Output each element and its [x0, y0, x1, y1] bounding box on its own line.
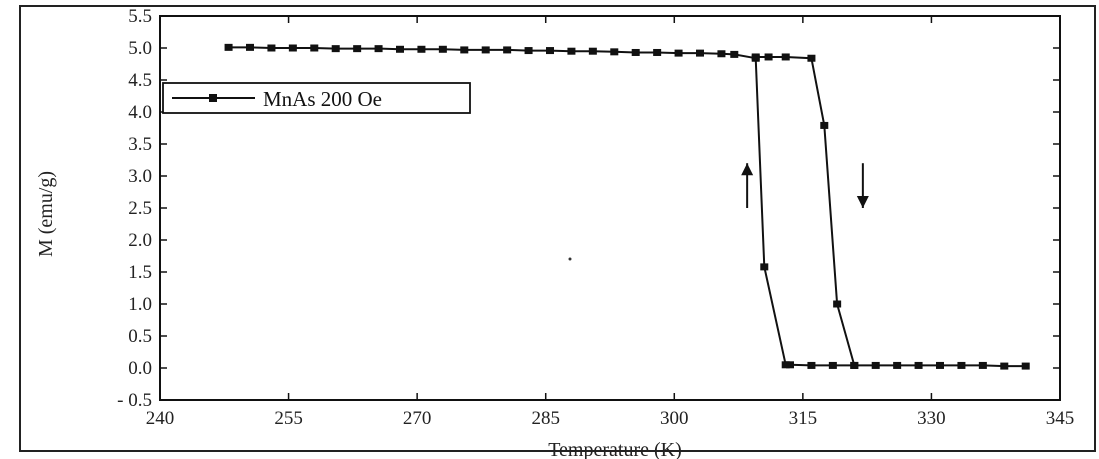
y-tick-label: 5.5: [128, 6, 152, 27]
data-point-cooling: [751, 53, 760, 61]
data-point: [914, 361, 923, 369]
arrow-layer: [741, 163, 869, 208]
y-tick-label: 1.0: [128, 294, 152, 315]
arrow-up-icon: [741, 163, 754, 176]
data-point: [828, 361, 837, 369]
data-point: [786, 361, 794, 369]
data-point-cooling: [820, 121, 829, 129]
y-tick-label: 3.0: [128, 166, 152, 187]
data-point-cooling: [807, 54, 816, 62]
arrow-down-icon: [856, 196, 869, 208]
y-tick-label: 4.5: [128, 70, 152, 91]
y-tick-label: - 0.5: [117, 390, 152, 411]
data-point: [331, 45, 340, 53]
data-point: [567, 47, 576, 55]
data-point-cooling: [781, 53, 790, 61]
data-point: [524, 47, 533, 55]
y-tick-label: 3.5: [128, 134, 152, 155]
data-point: [288, 44, 297, 52]
x-tick-label: 270: [403, 408, 432, 429]
data-point-cooling: [764, 53, 773, 61]
data-point: [871, 361, 880, 369]
x-tick-label: 300: [660, 408, 689, 429]
x-axis-title: Temperature (K): [548, 439, 682, 459]
data-point-cooling: [850, 361, 859, 369]
data-point: [781, 361, 790, 369]
data-point: [936, 361, 944, 369]
x-tick-label: 315: [789, 408, 818, 429]
axis-ticks: 240 255 270 285 300 315 330 345 - 0.5 0.0 0.5 1.0 1.…: [117, 6, 1074, 429]
data-point: [696, 49, 704, 57]
x-tick-label: 255: [274, 408, 303, 429]
data-point: [267, 44, 276, 52]
data-point: [957, 361, 966, 369]
y-axis-title: M (emu/g): [35, 171, 57, 257]
y-tick-label: 0.5: [128, 326, 152, 347]
stray-dot: [568, 257, 572, 261]
data-point: [438, 45, 447, 53]
x-tick-label: 285: [531, 408, 560, 429]
data-point: [546, 47, 554, 55]
data-point: [893, 361, 902, 369]
data-point: [481, 46, 490, 54]
data-point: [1000, 362, 1009, 370]
data-point: [674, 49, 683, 57]
y-tick-label: 4.0: [128, 102, 152, 123]
x-tick-label: 330: [917, 408, 946, 429]
figure-border: [19, 5, 1096, 452]
legend-box: [162, 82, 471, 114]
data-point: [1021, 362, 1030, 370]
data-point: [631, 48, 640, 56]
data-point: [503, 46, 512, 54]
data-point: [588, 47, 597, 55]
series-layer: [224, 43, 1030, 370]
data-point: [310, 44, 319, 52]
legend-label: MnAs 200 Oe: [263, 87, 382, 111]
data-point: [760, 263, 769, 271]
y-tick-label: 2.0: [128, 230, 152, 251]
y-tick-label: 2.5: [128, 198, 152, 219]
data-point: [730, 50, 739, 58]
data-point: [374, 45, 383, 53]
legend-marker: [209, 94, 217, 102]
x-tick-label: 345: [1046, 408, 1075, 429]
data-point: [653, 48, 662, 56]
data-point: [717, 50, 726, 58]
data-point: [224, 43, 233, 51]
data-point: [807, 361, 816, 369]
series-line-heating: [228, 46, 1026, 368]
data-point: [246, 43, 254, 51]
data-point: [460, 46, 469, 54]
data-point: [353, 45, 362, 53]
legend: MnAs 200 Oe: [162, 82, 471, 114]
y-tick-label: 1.5: [128, 262, 152, 283]
data-point: [396, 45, 404, 53]
data-point-cooling: [833, 300, 842, 308]
y-tick-label: 5.0: [128, 38, 152, 59]
data-point: [417, 45, 426, 53]
y-tick-label: 0.0: [128, 358, 152, 379]
data-point: [610, 48, 619, 56]
x-tick-label: 240: [146, 408, 175, 429]
data-point: [978, 361, 987, 369]
